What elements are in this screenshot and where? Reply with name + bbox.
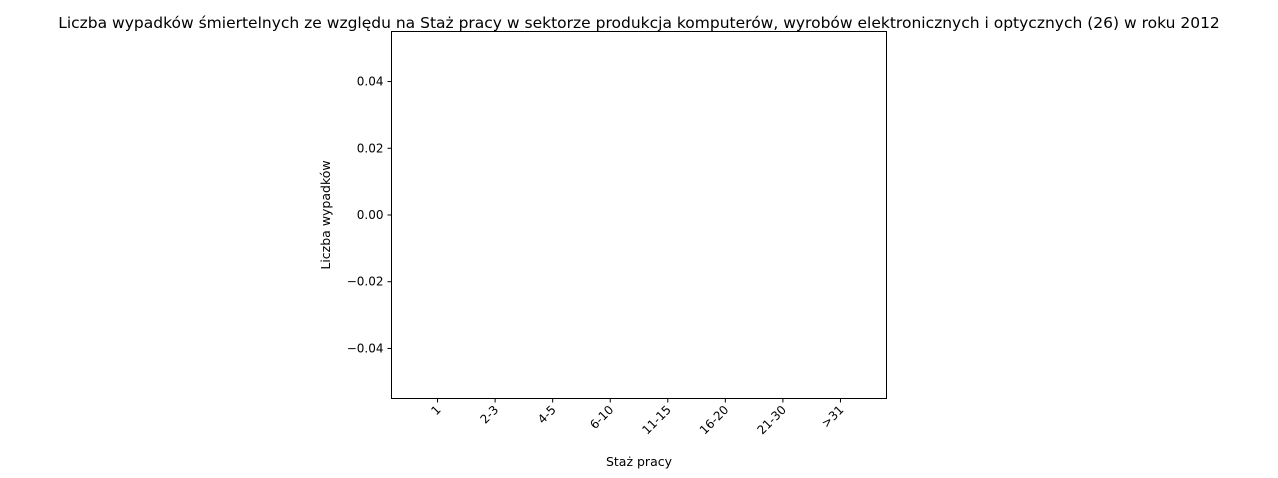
chart-title: Liczba wypadków śmiertelnych ze względu … <box>58 14 1220 32</box>
y-tick-label: −0.02 <box>347 275 384 289</box>
x-tick-label: 4-5 <box>535 403 559 427</box>
y-axis-label: Liczba wypadków <box>318 160 333 269</box>
y-tick-label: 0.00 <box>357 208 384 222</box>
plot-frame <box>391 31 887 399</box>
x-tick-label: 11-15 <box>639 403 674 438</box>
y-tick-label: 0.02 <box>357 141 384 155</box>
x-tick-label: >31 <box>819 403 847 431</box>
x-tick-label: 1 <box>428 403 443 418</box>
x-tick-label: 6-10 <box>587 403 616 432</box>
y-axis: 0.04 0.02 0.00 −0.02 −0.04 <box>347 75 392 355</box>
y-tick-label: −0.04 <box>347 341 384 355</box>
x-tick-label: 16-20 <box>697 403 732 438</box>
x-axis: 1 2-3 4-5 6-10 11-15 16-20 21-30 >31 <box>428 398 847 438</box>
x-axis-label: Staż pracy <box>606 454 673 469</box>
x-tick-label: 2-3 <box>477 403 501 427</box>
x-tick-label: 21-30 <box>754 403 789 438</box>
y-tick-label: 0.04 <box>357 75 384 89</box>
